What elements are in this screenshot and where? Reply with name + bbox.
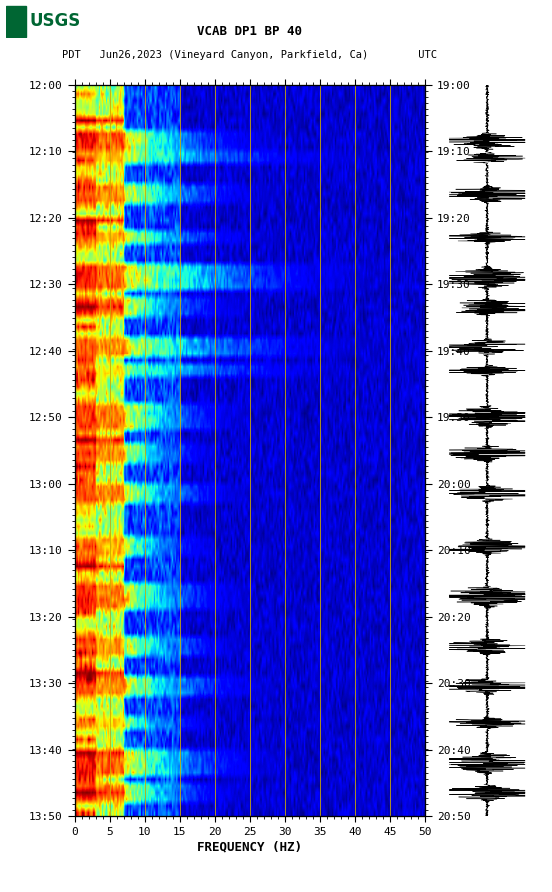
Text: PDT   Jun26,2023 (Vineyard Canyon, Parkfield, Ca)        UTC: PDT Jun26,2023 (Vineyard Canyon, Parkfie… xyxy=(62,50,437,60)
X-axis label: FREQUENCY (HZ): FREQUENCY (HZ) xyxy=(197,841,302,854)
Text: USGS: USGS xyxy=(29,12,81,30)
Bar xyxy=(6,6,25,37)
Text: VCAB DP1 BP 40: VCAB DP1 BP 40 xyxy=(197,25,302,38)
